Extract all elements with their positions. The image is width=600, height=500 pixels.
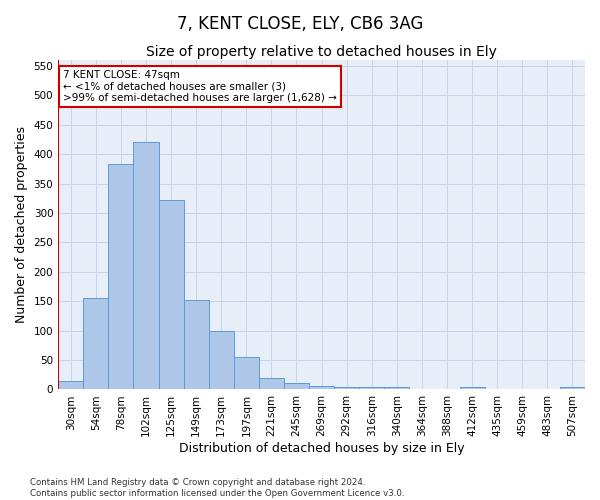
Bar	[385, 386, 409, 390]
Bar	[409, 389, 434, 390]
Bar	[535, 389, 560, 390]
Bar	[284, 383, 309, 390]
Bar	[133, 142, 158, 390]
Bar	[460, 387, 485, 390]
Bar	[434, 389, 460, 390]
Text: 7, KENT CLOSE, ELY, CB6 3AG: 7, KENT CLOSE, ELY, CB6 3AG	[177, 15, 423, 33]
Bar	[510, 389, 535, 390]
Bar	[334, 386, 359, 390]
Bar	[158, 200, 184, 390]
Bar	[234, 357, 259, 390]
Bar	[58, 380, 83, 390]
Bar	[83, 298, 109, 390]
Text: Contains HM Land Registry data © Crown copyright and database right 2024.
Contai: Contains HM Land Registry data © Crown c…	[30, 478, 404, 498]
Y-axis label: Number of detached properties: Number of detached properties	[15, 126, 28, 324]
Bar	[485, 389, 510, 390]
Title: Size of property relative to detached houses in Ely: Size of property relative to detached ho…	[146, 45, 497, 59]
Bar	[209, 330, 234, 390]
Bar	[359, 386, 385, 390]
Bar	[109, 164, 133, 390]
Bar	[560, 387, 585, 390]
Bar	[184, 300, 209, 390]
Text: 7 KENT CLOSE: 47sqm
← <1% of detached houses are smaller (3)
>99% of semi-detach: 7 KENT CLOSE: 47sqm ← <1% of detached ho…	[64, 70, 337, 103]
Bar	[259, 378, 284, 390]
X-axis label: Distribution of detached houses by size in Ely: Distribution of detached houses by size …	[179, 442, 464, 455]
Bar	[309, 386, 334, 390]
